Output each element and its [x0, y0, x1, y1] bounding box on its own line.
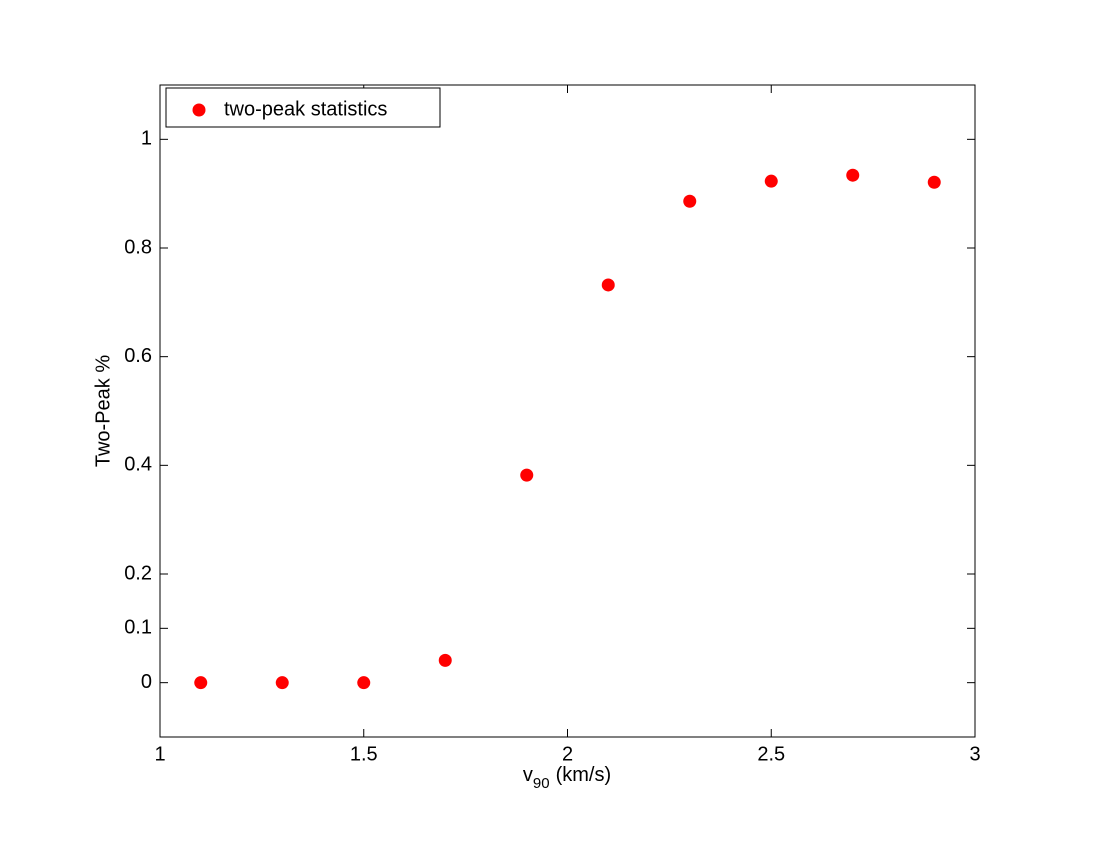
- y-tick-label: 1: [141, 128, 152, 150]
- y-tick-label: 0.2: [124, 562, 152, 584]
- x-label-base: v: [523, 764, 533, 786]
- data-point: [520, 468, 534, 482]
- x-tick-label: 3: [969, 743, 980, 765]
- x-tick-label: 1.5: [350, 743, 378, 765]
- legend-label: two-peak statistics: [224, 98, 387, 120]
- y-tick-label: 0: [141, 671, 152, 693]
- y-tick-label: 0.1: [124, 617, 152, 639]
- y-tick-label: 0.8: [124, 236, 152, 258]
- x-axis-label: v90 (km/s): [523, 764, 611, 792]
- legend-box: [165, 87, 441, 128]
- x-tick-label: 2: [562, 743, 573, 765]
- data-point: [275, 676, 289, 690]
- data-point: [194, 676, 208, 690]
- data-point: [764, 174, 778, 188]
- data-point: [683, 194, 697, 208]
- data-point: [357, 676, 371, 690]
- legend-marker: [192, 103, 206, 117]
- data-point: [846, 168, 860, 182]
- x-label-sub: 90: [533, 775, 550, 792]
- plot-area: [159, 84, 976, 738]
- y-axis-label: Two-Peak %: [92, 355, 114, 467]
- data-point: [601, 278, 615, 292]
- data-point: [927, 175, 941, 189]
- y-tick-label: 0.6: [124, 345, 152, 367]
- data-point: [438, 653, 452, 667]
- y-tick-label: 0.4: [124, 454, 152, 476]
- x-tick-label: 2.5: [757, 743, 785, 765]
- x-label-rest: (km/s): [556, 764, 612, 786]
- x-tick-label: 1: [154, 743, 165, 765]
